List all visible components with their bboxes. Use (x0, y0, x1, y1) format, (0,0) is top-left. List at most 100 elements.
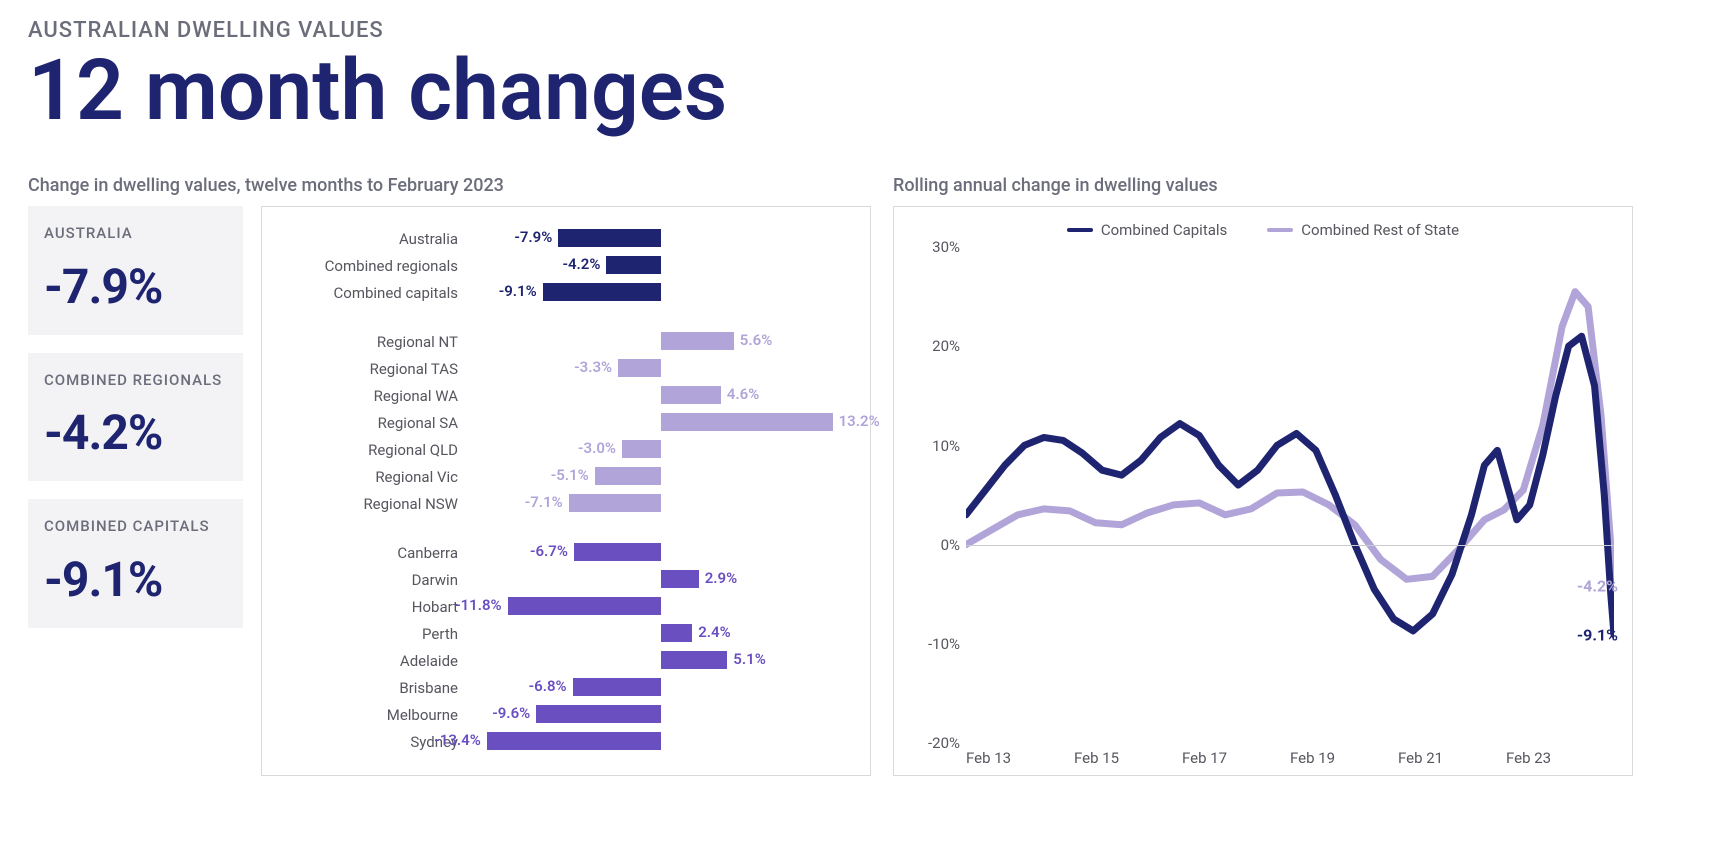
line-legend: Combined Capitals Combined Rest of State (912, 221, 1614, 239)
legend-label: Combined Rest of State (1301, 221, 1459, 239)
bar-row: Adelaide5.1% (276, 647, 856, 674)
bar-value-label: -9.6% (492, 704, 530, 722)
bar-value-label: 4.6% (727, 385, 759, 403)
bar-row: Regional QLD -3.0% (276, 436, 856, 463)
bar-track: 5.1% (466, 647, 856, 674)
y-tick: 0% (941, 536, 960, 554)
series-end-label: -9.1% (1577, 626, 1618, 645)
bar-row: Combined regionals-4.2% (276, 252, 856, 279)
y-tick: 30% (932, 238, 960, 256)
bar-rect (558, 229, 661, 247)
bar-row-label: Melbourne (276, 706, 466, 724)
bar-track: 13.2% (466, 409, 856, 436)
legend-label: Combined Capitals (1101, 221, 1227, 239)
kpi-label: COMBINED CAPITALS (44, 517, 227, 537)
page-title: 12 month changes (28, 47, 1682, 135)
bar-value-label: -9.1% (499, 282, 537, 300)
eyebrow: AUSTRALIAN DWELLING VALUES (28, 18, 1682, 43)
bar-rect (595, 467, 661, 485)
bar-row-label: Regional QLD (276, 441, 466, 459)
bar-value-label: 2.9% (705, 569, 737, 587)
kpi-tile: COMBINED CAPITALS -9.1% (28, 499, 243, 628)
line-chart-title: Rolling annual change in dwelling values (893, 175, 1633, 196)
bar-value-label: -6.8% (529, 677, 567, 695)
bar-chart-title: Change in dwelling values, twelve months… (28, 175, 871, 196)
y-tick: 10% (932, 437, 960, 455)
x-tick: Feb 19 (1290, 749, 1398, 767)
kpi-value: -4.2% (44, 404, 227, 461)
legend-item: Combined Rest of State (1267, 221, 1459, 239)
bar-track: -3.3% (466, 355, 856, 382)
bar-value-label: 5.1% (733, 650, 765, 668)
line-chart-panel: Combined CapitalsCombined Rest of State … (893, 206, 1633, 776)
bar-row-label: Regional WA (276, 387, 466, 405)
bar-value-label: -3.0% (578, 439, 616, 457)
bar-rect (622, 440, 661, 458)
bar-row: Brisbane -6.8% (276, 674, 856, 701)
bar-track: -9.1% (466, 279, 856, 306)
bar-track: 2.4% (466, 620, 856, 647)
bar-row: Regional NT 5.6% (276, 328, 856, 355)
plot-area: -9.1%-4.2% (966, 247, 1614, 743)
y-tick: 20% (932, 337, 960, 355)
bar-row-label: Combined regionals (276, 257, 466, 275)
bar-track: -7.9% (466, 225, 856, 252)
bar-row-label: Regional TAS (276, 360, 466, 378)
bar-chart-panel: Australia-7.9%Combined regionals-4.2%Com… (261, 206, 871, 776)
bar-track: -5.1% (466, 463, 856, 490)
bar-rect (661, 386, 721, 404)
bar-row-label: Darwin (276, 571, 466, 589)
bar-row-label: Regional NT (276, 333, 466, 351)
bar-row: Darwin 2.9% (276, 566, 856, 593)
legend-swatch (1267, 228, 1293, 232)
kpi-value: -9.1% (44, 551, 227, 608)
bar-row: Sydney-13.4% (276, 728, 856, 755)
bar-value-label: -7.1% (525, 493, 563, 511)
bar-row: Combined capitals -9.1% (276, 279, 856, 306)
bar-track: 4.6% (466, 382, 856, 409)
kpi-label: AUSTRALIA (44, 224, 227, 244)
bar-track: 2.9% (466, 566, 856, 593)
bar-group: Canberra-6.7%Darwin2.9%Hobart-11.8%Perth… (276, 539, 856, 755)
kpi-tile: COMBINED REGIONALS-4.2% (28, 353, 243, 482)
bar-row-label: Brisbane (276, 679, 466, 697)
bar-row: Melbourne -9.6% (276, 701, 856, 728)
bar-track: 5.6% (466, 328, 856, 355)
bar-value-label: -6.7% (530, 542, 568, 560)
bar-rect (661, 624, 692, 642)
bar-rect (573, 678, 661, 696)
bar-value-label: -11.8% (455, 596, 502, 614)
bar-row-label: Australia (276, 230, 466, 248)
kpi-tile: AUSTRALIA-7.9% (28, 206, 243, 335)
bar-row-label: Hobart (276, 598, 466, 616)
bar-track: -13.4% (466, 728, 856, 755)
y-axis: -20%-10%0%10%20%30% (912, 247, 966, 743)
y-tick: -10% (928, 635, 960, 653)
bar-value-label: 5.6% (740, 331, 772, 349)
bar-rect (661, 570, 699, 588)
bar-row: Regional Vic-5.1% (276, 463, 856, 490)
bar-value-label: -7.9% (514, 228, 552, 246)
bar-rect (606, 256, 661, 274)
bar-row: Regional SA13.2% (276, 409, 856, 436)
kpi-column: AUSTRALIA-7.9% COMBINED REGIONALS-4.2% COM… (28, 206, 243, 776)
bar-row-label: Perth (276, 625, 466, 643)
x-tick: Feb 15 (1074, 749, 1182, 767)
bar-group: Regional NT 5.6% Regional TAS -3.3% Regional… (276, 328, 856, 517)
bar-value-label: -3.3% (574, 358, 612, 376)
bar-rect (661, 413, 833, 431)
bar-rect (543, 283, 661, 301)
bar-value-label: 2.4% (698, 623, 730, 641)
x-tick: Feb 13 (966, 749, 1074, 767)
x-axis: Feb 13Feb 15Feb 17Feb 19Feb 21Feb 23 (912, 749, 1614, 767)
bar-row: Australia -7.9% (276, 225, 856, 252)
legend-item: Combined Capitals (1067, 221, 1227, 239)
bar-row: Regional WA 4.6% (276, 382, 856, 409)
bar-row-label: Combined capitals (276, 284, 466, 302)
x-tick: Feb 21 (1398, 749, 1506, 767)
bar-rect (574, 543, 661, 561)
bar-row-label: Regional SA (276, 414, 466, 432)
bar-track: -9.6% (466, 701, 856, 728)
bar-track: -6.7% (466, 539, 856, 566)
bar-rect (536, 705, 661, 723)
